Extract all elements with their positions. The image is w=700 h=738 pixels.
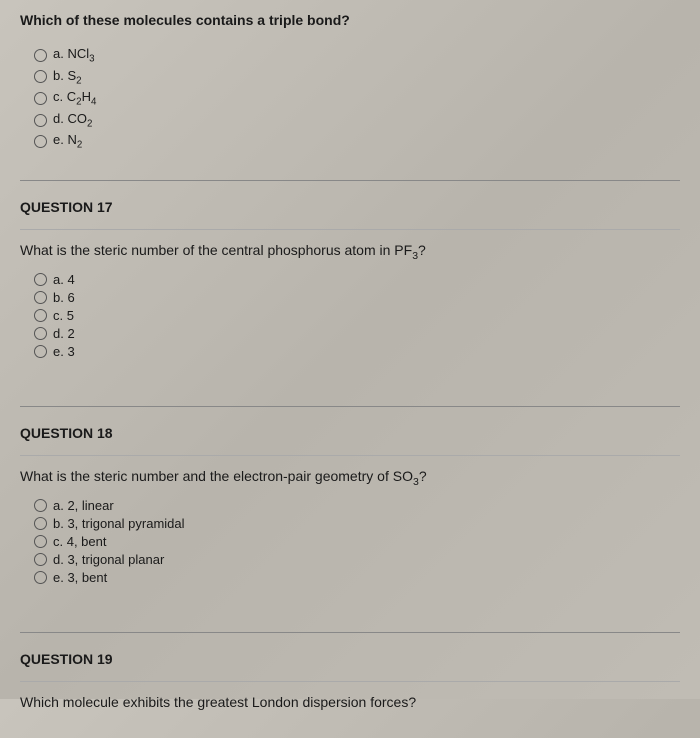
q16-prompt: Which of these molecules contains a trip… xyxy=(0,6,700,36)
q18-option-d[interactable]: d. 3, trigonal planar xyxy=(34,552,680,567)
q17-block: QUESTION 17 What is the steric number of… xyxy=(0,154,700,380)
option-label: e. 3, bent xyxy=(53,570,107,585)
q16-option-c[interactable]: c. C2H4 xyxy=(34,89,700,108)
q18-block: QUESTION 18 What is the steric number an… xyxy=(0,380,700,606)
q18-prompt: What is the steric number and the electr… xyxy=(20,468,680,488)
q18-options: a. 2, linear b. 3, trigonal pyramidal c.… xyxy=(20,498,680,585)
q19-prompt: Which molecule exhibits the greatest Lon… xyxy=(20,694,680,710)
radio-icon xyxy=(34,273,47,286)
option-label: b. S2 xyxy=(53,68,82,87)
radio-icon xyxy=(34,327,47,340)
q18-option-e[interactable]: e. 3, bent xyxy=(34,570,680,585)
radio-icon xyxy=(34,571,47,584)
radio-icon xyxy=(34,309,47,322)
q16-option-a[interactable]: a. NCl3 xyxy=(34,46,700,65)
radio-icon xyxy=(34,345,47,358)
radio-icon xyxy=(34,553,47,566)
q17-options: a. 4 b. 6 c. 5 d. 2 e. 3 xyxy=(20,272,680,359)
q17-option-d[interactable]: d. 2 xyxy=(34,326,680,341)
radio-icon xyxy=(34,92,47,105)
q18-option-c[interactable]: c. 4, bent xyxy=(34,534,680,549)
q17-option-b[interactable]: b. 6 xyxy=(34,290,680,305)
q18-title: QUESTION 18 xyxy=(20,425,680,441)
q16-options: a. NCl3 b. S2 c. C2H4 d. CO2 e. N2 xyxy=(0,46,700,151)
option-label: e. N2 xyxy=(53,132,82,151)
quiz-page: Which of these molecules contains a trip… xyxy=(0,6,700,738)
q19-title: QUESTION 19 xyxy=(20,651,680,667)
radio-icon xyxy=(34,535,47,548)
option-label: c. 4, bent xyxy=(53,534,106,549)
q16-option-e[interactable]: e. N2 xyxy=(34,132,700,151)
radio-icon xyxy=(34,70,47,83)
radio-icon xyxy=(34,114,47,127)
q18-option-b[interactable]: b. 3, trigonal pyramidal xyxy=(34,516,680,531)
q17-option-e[interactable]: e. 3 xyxy=(34,344,680,359)
q19-block: QUESTION 19 Which molecule exhibits the … xyxy=(0,606,700,738)
option-label: d. 2 xyxy=(53,326,75,341)
option-label: c. C2H4 xyxy=(53,89,96,108)
option-label: a. 4 xyxy=(53,272,75,287)
q17-prompt: What is the steric number of the central… xyxy=(20,242,680,262)
radio-icon xyxy=(34,291,47,304)
q17-header: QUESTION 17 xyxy=(20,180,680,230)
option-label: b. 6 xyxy=(53,290,75,305)
radio-icon xyxy=(34,499,47,512)
q19-header: QUESTION 19 xyxy=(20,632,680,682)
q18-header: QUESTION 18 xyxy=(20,406,680,456)
q16-option-d[interactable]: d. CO2 xyxy=(34,111,700,130)
option-label: a. 2, linear xyxy=(53,498,114,513)
q17-option-a[interactable]: a. 4 xyxy=(34,272,680,287)
radio-icon xyxy=(34,135,47,148)
q16-option-b[interactable]: b. S2 xyxy=(34,68,700,87)
radio-icon xyxy=(34,517,47,530)
option-label: c. 5 xyxy=(53,308,74,323)
option-label: a. NCl3 xyxy=(53,46,95,65)
radio-icon xyxy=(34,49,47,62)
q17-title: QUESTION 17 xyxy=(20,199,680,215)
q17-option-c[interactable]: c. 5 xyxy=(34,308,680,323)
option-label: b. 3, trigonal pyramidal xyxy=(53,516,185,531)
option-label: d. 3, trigonal planar xyxy=(53,552,164,567)
option-label: e. 3 xyxy=(53,344,75,359)
q18-option-a[interactable]: a. 2, linear xyxy=(34,498,680,513)
option-label: d. CO2 xyxy=(53,111,92,130)
